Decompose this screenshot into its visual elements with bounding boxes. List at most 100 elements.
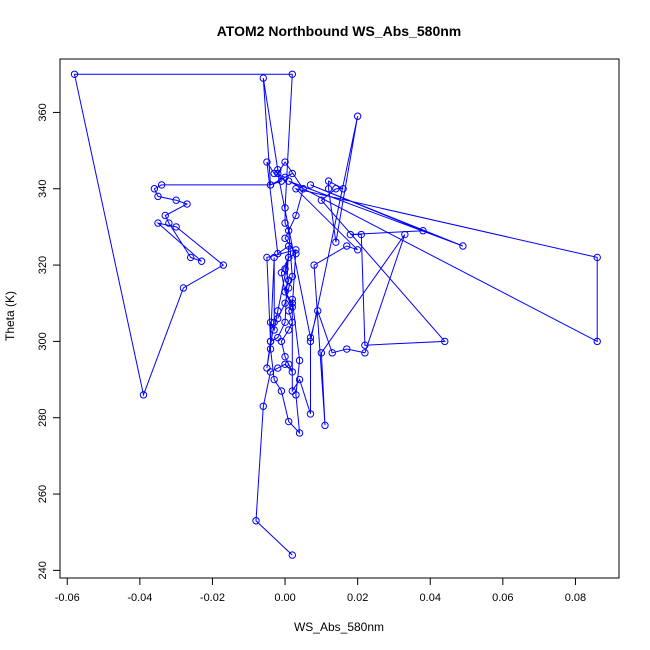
- data-point: [306, 333, 315, 342]
- data-point: [284, 253, 293, 262]
- series-line: [73, 73, 598, 556]
- data-point: [277, 177, 286, 185]
- y-tick-label: 280: [37, 409, 49, 427]
- series-points: [70, 70, 601, 559]
- data-point: [324, 185, 333, 193]
- x-tick-label: -0.06: [55, 592, 80, 604]
- data-point: [288, 368, 297, 376]
- data-point: [288, 70, 297, 78]
- data-point: [288, 272, 297, 281]
- data-point: [270, 326, 278, 334]
- y-axis: 240 260 280 300 320 340 360: [37, 103, 60, 580]
- data-point: [172, 223, 180, 231]
- data-point: [150, 185, 159, 193]
- data-point: [306, 181, 315, 189]
- data-point: [459, 242, 467, 250]
- data-point: [274, 169, 282, 178]
- x-tick-label: -0.02: [200, 592, 225, 604]
- data-point: [317, 349, 326, 357]
- data-point: [277, 269, 286, 277]
- data-point: [292, 246, 300, 254]
- data-point: [317, 196, 326, 204]
- data-point: [154, 192, 162, 201]
- y-tick-label: 320: [37, 256, 49, 274]
- data-point: [266, 181, 275, 189]
- data-point: [361, 349, 369, 357]
- data-point: [288, 299, 297, 307]
- data-point: [263, 253, 271, 262]
- data-point: [306, 337, 315, 346]
- x-tick-label: 0.02: [347, 592, 368, 604]
- x-tick-label: 0.00: [274, 592, 295, 604]
- series-polyline: [73, 73, 598, 556]
- data-point: [288, 169, 297, 178]
- data-point: [172, 196, 180, 204]
- data-point: [281, 204, 289, 212]
- data-point: [593, 337, 601, 346]
- data-point: [295, 429, 304, 437]
- data-point: [183, 200, 191, 208]
- data-point: [324, 177, 333, 185]
- data-point: [157, 181, 166, 189]
- data-point: [357, 230, 365, 239]
- data-point: [281, 234, 289, 243]
- y-axis-label: Theta (K): [3, 291, 17, 341]
- data-point: [281, 219, 289, 227]
- x-tick-label: 0.06: [492, 592, 513, 604]
- data-point: [259, 402, 267, 410]
- data-point: [353, 246, 362, 254]
- data-point: [295, 375, 304, 384]
- data-point: [441, 337, 449, 346]
- data-point: [419, 227, 427, 235]
- data-point: [292, 249, 300, 258]
- data-point: [284, 227, 293, 235]
- data-point: [277, 387, 286, 395]
- data-point: [288, 295, 297, 304]
- data-point: [288, 303, 297, 311]
- data-point: [281, 352, 289, 361]
- data-point: [274, 333, 282, 342]
- plot-border: [59, 58, 620, 579]
- data-point: [332, 238, 340, 246]
- data-point: [292, 391, 300, 399]
- data-point: [266, 345, 275, 353]
- data-point: [274, 249, 282, 258]
- data-point: [321, 421, 329, 430]
- data-point: [328, 349, 336, 357]
- data-point: [299, 185, 307, 193]
- data-point: [310, 261, 318, 269]
- x-tick-label: 0.04: [420, 592, 441, 604]
- plot-frame: [59, 58, 620, 579]
- data-point: [274, 314, 282, 323]
- data-point: [401, 230, 409, 239]
- data-point: [314, 307, 322, 315]
- data-point: [274, 364, 282, 372]
- x-tick-label: -0.04: [127, 592, 152, 604]
- data-point: [165, 219, 173, 227]
- data-point: [346, 230, 355, 239]
- chart-title: ATOM2 Northbound WS_Abs_580nm: [217, 23, 462, 39]
- data-point: [284, 242, 293, 250]
- y-tick-label: 300: [37, 332, 49, 350]
- y-tick-label: 360: [37, 103, 49, 121]
- data-point: [339, 185, 347, 193]
- x-tick-label: 0.08: [565, 592, 586, 604]
- data-point: [263, 158, 271, 166]
- data-point: [266, 318, 275, 327]
- data-point: [154, 219, 162, 227]
- data-point: [284, 360, 293, 368]
- data-point: [292, 185, 300, 193]
- data-point: [288, 318, 297, 327]
- data-point: [252, 517, 260, 525]
- data-point: [186, 253, 195, 262]
- data-point: [284, 417, 293, 426]
- data-point: [70, 70, 79, 78]
- data-point: [281, 360, 289, 368]
- data-point: [281, 158, 289, 166]
- data-point: [343, 345, 351, 353]
- data-point: [343, 242, 351, 250]
- data-point: [274, 307, 282, 315]
- data-point: [284, 284, 293, 292]
- y-tick-label: 340: [37, 180, 49, 198]
